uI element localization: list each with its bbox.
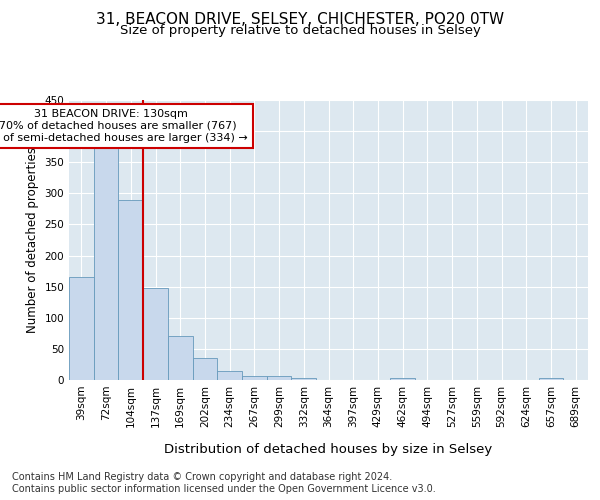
Bar: [168, 336, 193, 380]
Bar: [143, 288, 168, 380]
Bar: [193, 358, 217, 380]
Bar: [69, 278, 94, 380]
Text: Contains HM Land Registry data © Crown copyright and database right 2024.: Contains HM Land Registry data © Crown c…: [12, 472, 392, 482]
Text: 31, BEACON DRIVE, SELSEY, CHICHESTER, PO20 0TW: 31, BEACON DRIVE, SELSEY, CHICHESTER, PO…: [96, 12, 504, 28]
Text: Contains public sector information licensed under the Open Government Licence v3: Contains public sector information licen…: [12, 484, 436, 494]
Text: Distribution of detached houses by size in Selsey: Distribution of detached houses by size …: [164, 442, 493, 456]
Bar: [390, 378, 415, 380]
Bar: [267, 376, 292, 380]
Y-axis label: Number of detached properties: Number of detached properties: [26, 147, 39, 333]
Bar: [539, 378, 563, 380]
Text: Size of property relative to detached houses in Selsey: Size of property relative to detached ho…: [119, 24, 481, 37]
Bar: [217, 372, 242, 380]
Bar: [94, 146, 118, 380]
Bar: [118, 200, 143, 380]
Text: 31 BEACON DRIVE: 130sqm
← 70% of detached houses are smaller (767)
30% of semi-d: 31 BEACON DRIVE: 130sqm ← 70% of detache…: [0, 110, 247, 142]
Bar: [242, 376, 267, 380]
Bar: [292, 378, 316, 380]
